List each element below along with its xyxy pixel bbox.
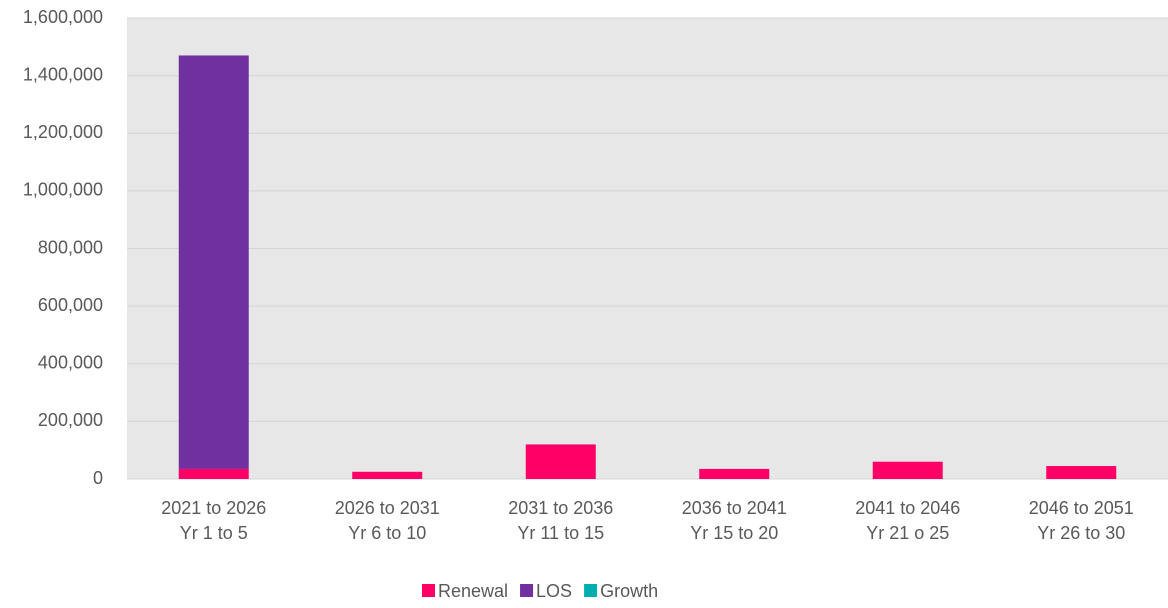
legend-label: Growth [600, 581, 658, 601]
x-tick-label: Yr 26 to 30 [1037, 523, 1125, 543]
x-tick-label: 2041 to 2046 [855, 498, 960, 518]
legend-swatch [520, 584, 534, 597]
y-tick-label: 0 [93, 468, 103, 488]
legend-label: LOS [536, 581, 572, 601]
x-tick-label: Yr 21 o 25 [866, 523, 949, 543]
bar-segment [525, 444, 596, 479]
y-tick-label: 1,600,000 [23, 7, 103, 27]
y-tick-label: 1,000,000 [23, 180, 103, 200]
x-tick-label: Yr 11 to 15 [517, 523, 604, 543]
x-tick-label: 2046 to 2051 [1029, 498, 1134, 518]
bar-segment [352, 471, 423, 479]
y-tick-label: 1,400,000 [23, 64, 103, 84]
x-tick-label: Yr 1 to 5 [180, 523, 248, 543]
bar-segment [178, 55, 249, 469]
bar-segment [178, 468, 249, 479]
bar-segment [699, 468, 770, 479]
legend-label: Renewal [438, 581, 508, 601]
bar-segment [1046, 466, 1117, 479]
x-tick-label: 2026 to 2031 [335, 498, 440, 518]
y-tick-label: 800,000 [38, 237, 103, 257]
y-tick-label: 200,000 [38, 410, 103, 430]
x-tick-label: 2031 to 2036 [508, 498, 613, 518]
x-tick-label: Yr 15 to 20 [690, 523, 778, 543]
x-tick-label: Yr 6 to 10 [348, 523, 426, 543]
x-tick-label: 2021 to 2026 [161, 498, 266, 518]
legend-swatch [422, 584, 435, 597]
x-tick-label: 2036 to 2041 [682, 498, 787, 518]
legend-swatch [584, 584, 598, 597]
y-tick-label: 400,000 [38, 353, 103, 373]
y-tick-label: 600,000 [38, 295, 103, 315]
y-tick-label: 1,200,000 [23, 122, 103, 142]
bar-segment [872, 461, 943, 479]
